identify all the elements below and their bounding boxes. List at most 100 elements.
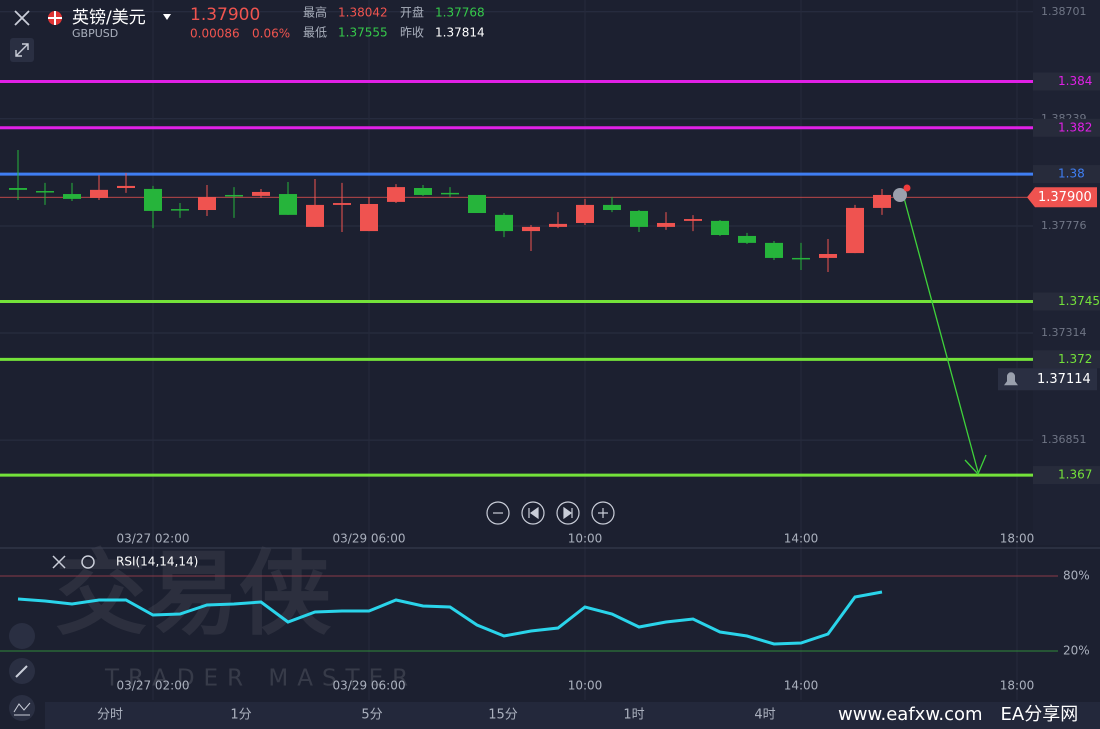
- candle-body: [873, 194, 891, 208]
- forecast-arrow: [903, 197, 979, 473]
- candle-body: [9, 188, 27, 190]
- y-tick-label: 1.37776: [1041, 219, 1087, 232]
- level-label-box: [1033, 350, 1100, 369]
- symbol: GBPUSD: [72, 27, 118, 40]
- level-label: 1.384: [1058, 74, 1092, 88]
- tabs: 分时 1分 5分 15分 1时 4时: [97, 708, 776, 723]
- candle-body: [657, 222, 675, 227]
- candle-body: [576, 204, 594, 223]
- candle-body: [90, 189, 108, 198]
- candle-body: [711, 220, 729, 236]
- last-price-box: [1027, 187, 1097, 208]
- tab[interactable]: 1分: [230, 708, 251, 723]
- y-tick-label: 1.36851: [1041, 433, 1087, 446]
- tools: [9, 623, 35, 721]
- alert-icon: [1004, 372, 1018, 386]
- tool-indicator[interactable]: [9, 623, 35, 649]
- icon: [563, 506, 573, 520]
- price-axis-bg: [1033, 0, 1100, 545]
- rsi-line: [17, 590, 883, 646]
- x-tick-label: 10:00: [568, 532, 603, 546]
- level-label-box: [1033, 466, 1100, 485]
- candle-body: [63, 194, 81, 199]
- tab[interactable]: 5分: [361, 708, 382, 723]
- level-label-box: [1033, 118, 1100, 137]
- candle-body: [333, 203, 351, 205]
- x-tick-label: 18:00: [1000, 679, 1035, 693]
- candle-body: [225, 194, 243, 197]
- candle-body: [603, 204, 621, 211]
- rsi-chart: 80% 20% 03/27 02:00 03/29 06:00 10:00 14:00 18…: [0, 569, 1090, 693]
- candle-body: [846, 207, 864, 254]
- dropdown-icon[interactable]: [163, 14, 171, 20]
- rsi-tick-label: 20%: [1063, 644, 1090, 658]
- change: 0.00086: [190, 27, 240, 41]
- candle-body: [684, 219, 702, 221]
- last-price-label: 1.37900: [1038, 190, 1092, 205]
- pair-name[interactable]: 英镑/美元: [72, 8, 146, 28]
- header: 英镑/美元 GBPUSD 1.37900 0.00086 0.06%: [10, 5, 290, 62]
- candle-body: [468, 194, 486, 214]
- icon: [528, 506, 539, 520]
- zoom-controls: [486, 501, 615, 525]
- stat-label: 昨收: [400, 26, 424, 40]
- candle-body: [549, 223, 567, 227]
- x-tick-label: 03/27 02:00: [117, 532, 190, 546]
- level-label-box: [1033, 292, 1100, 311]
- grid: [0, 0, 1033, 700]
- stats: 最高 1.38042 开盘 1.37768 最低 1.37555 昨收 1.37814: [303, 5, 485, 40]
- stat-value: 1.37768: [435, 6, 485, 20]
- x-tick-label: 10:00: [568, 679, 603, 693]
- tab[interactable]: 分时: [97, 708, 123, 723]
- fullscreen-icon: [15, 43, 29, 57]
- tab[interactable]: 4时: [754, 708, 775, 723]
- stat-label: 开盘: [400, 5, 424, 20]
- x-tick-label: 14:00: [784, 679, 819, 693]
- candle-body: [765, 242, 783, 258]
- level-label: 1.367: [1058, 468, 1092, 482]
- icon: [13, 702, 31, 716]
- tab[interactable]: 1时: [623, 708, 644, 723]
- candle-body: [279, 194, 297, 215]
- x-tick-label: 18:00: [1000, 532, 1035, 546]
- icon: [15, 665, 28, 678]
- rsi-close[interactable]: [52, 555, 66, 569]
- candle-body: [441, 192, 459, 195]
- rsi-settings[interactable]: [81, 555, 95, 569]
- candle-body: [738, 235, 756, 243]
- marker-dot: [903, 184, 911, 192]
- close-icon: [14, 10, 30, 26]
- y-tick-label: 1.38701: [1041, 5, 1087, 18]
- level-label: 1.382: [1058, 120, 1092, 134]
- price: 1.37900: [190, 5, 260, 25]
- level-label: 1.372: [1058, 352, 1092, 366]
- candle-body: [144, 188, 162, 211]
- level-label: 1.3745: [1058, 294, 1100, 308]
- x-tick-label: 03/29 06:00: [333, 532, 406, 546]
- watermark-brand: 交易侠: [55, 540, 332, 647]
- x-tick-label: 03/27 02:00: [117, 679, 190, 693]
- level-label-box: [1033, 165, 1100, 184]
- rsi-tick-label: 80%: [1063, 569, 1090, 583]
- candle-body: [306, 204, 324, 227]
- candle-body: [630, 210, 648, 227]
- candle-body: [387, 187, 405, 202]
- candle-body: [252, 191, 270, 196]
- flag-cross: [48, 11, 62, 25]
- alert-box[interactable]: [998, 368, 1097, 391]
- stat-value: 1.37555: [338, 26, 388, 40]
- level-label-box: [1033, 72, 1100, 91]
- site-watermark: www.eafxw.com EA分享网: [838, 704, 1078, 725]
- candle-body: [36, 191, 54, 193]
- change-pct: 0.06%: [252, 27, 290, 41]
- candle-body: [117, 185, 135, 189]
- icon: [598, 508, 608, 518]
- candle-body: [495, 214, 513, 232]
- y-tick-label: 1.37314: [1041, 326, 1087, 339]
- marker[interactable]: [893, 188, 907, 202]
- candle-body: [414, 188, 432, 195]
- candle-body: [819, 254, 837, 258]
- tab[interactable]: 15分: [488, 708, 518, 723]
- stat-value: 1.38042: [338, 6, 388, 20]
